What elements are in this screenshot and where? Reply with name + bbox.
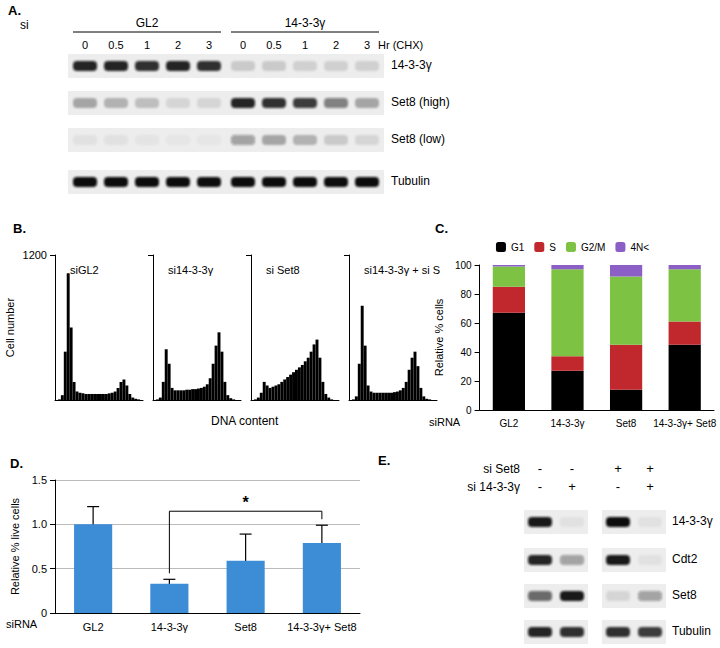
- svg-text:40: 40: [460, 347, 472, 358]
- svg-text:Hr (CHX): Hr (CHX): [378, 39, 423, 51]
- svg-text:14-3-3γ: 14-3-3γ: [672, 514, 713, 528]
- svg-text:S: S: [549, 242, 556, 253]
- svg-text:0.5: 0.5: [108, 39, 123, 51]
- svg-text:+: +: [614, 461, 622, 476]
- svg-text:G1: G1: [511, 242, 525, 253]
- svg-text:G2/M: G2/M: [581, 242, 605, 253]
- svg-text:80: 80: [460, 289, 472, 300]
- svg-text:0.5: 0.5: [32, 563, 47, 575]
- svg-text:*: *: [243, 494, 250, 511]
- svg-text:1200: 1200: [23, 249, 47, 261]
- svg-text:1: 1: [302, 39, 308, 51]
- svg-text:A.: A.: [8, 3, 21, 18]
- svg-text:Tubulin: Tubulin: [672, 624, 711, 638]
- svg-text:Set8: Set8: [672, 588, 697, 602]
- svg-text:si14-3-3γ + si Set8: si14-3-3γ + si Set8: [364, 264, 440, 276]
- svg-text:14-3-3γ: 14-3-3γ: [151, 621, 189, 633]
- svg-text:2: 2: [175, 39, 181, 51]
- svg-text:3: 3: [206, 39, 212, 51]
- svg-text:B.: B.: [13, 221, 26, 236]
- svg-text:-: -: [570, 461, 574, 476]
- svg-text:Cdt2: Cdt2: [672, 552, 698, 566]
- svg-text:100: 100: [455, 260, 472, 271]
- svg-text:si: si: [20, 18, 29, 32]
- svg-text:siRNA: siRNA: [429, 416, 461, 428]
- svg-text:1.5: 1.5: [32, 474, 47, 486]
- svg-text:0: 0: [41, 607, 47, 619]
- svg-text:GL2: GL2: [136, 16, 159, 30]
- svg-text:+: +: [568, 479, 576, 494]
- svg-text:Relative % cells: Relative % cells: [433, 298, 445, 376]
- svg-text:1: 1: [144, 39, 150, 51]
- svg-text:0: 0: [82, 39, 88, 51]
- svg-text:4N<: 4N<: [630, 242, 649, 253]
- svg-text:14-3-3γ: 14-3-3γ: [285, 16, 326, 30]
- svg-text:0: 0: [466, 405, 472, 416]
- svg-text:GL2: GL2: [499, 418, 518, 429]
- svg-text:D.: D.: [10, 456, 23, 471]
- svg-text:14-3-3γ: 14-3-3γ: [391, 58, 432, 72]
- svg-text:3: 3: [364, 39, 370, 51]
- svg-text:2: 2: [333, 39, 339, 51]
- svg-text:14-3-3γ+ Set8: 14-3-3γ+ Set8: [653, 418, 717, 429]
- svg-text:siRNA: siRNA: [6, 618, 38, 630]
- svg-text:-: -: [538, 461, 542, 476]
- svg-text:Set8 (high): Set8 (high): [391, 95, 450, 109]
- svg-text:Set8: Set8: [616, 418, 637, 429]
- svg-text:si 14-3-3γ: si 14-3-3γ: [467, 480, 520, 494]
- svg-text:siGL2: siGL2: [70, 264, 99, 276]
- svg-text:+: +: [646, 461, 654, 476]
- svg-text:0.5: 0.5: [266, 39, 281, 51]
- svg-text:si Set8: si Set8: [266, 264, 300, 276]
- svg-text:-: -: [616, 479, 620, 494]
- svg-text:0: 0: [240, 39, 246, 51]
- svg-text:Tubulin: Tubulin: [391, 174, 430, 188]
- svg-text:C.: C.: [435, 221, 448, 236]
- svg-text:si Set8: si Set8: [483, 462, 520, 476]
- svg-text:GL2: GL2: [83, 621, 104, 633]
- svg-text:1.0: 1.0: [32, 518, 47, 530]
- svg-text:Relative % live cells: Relative % live cells: [9, 497, 21, 595]
- svg-text:+: +: [646, 479, 654, 494]
- svg-text:E.: E.: [378, 453, 390, 468]
- svg-text:si14-3-3γ: si14-3-3γ: [168, 264, 214, 276]
- svg-text:20: 20: [460, 376, 472, 387]
- svg-text:Cell number: Cell number: [4, 298, 16, 358]
- svg-text:14-3-3γ: 14-3-3γ: [551, 418, 585, 429]
- svg-text:14-3-3γ+ Set8: 14-3-3γ+ Set8: [287, 621, 356, 633]
- svg-text:-: -: [538, 479, 542, 494]
- svg-text:Set8 (low): Set8 (low): [391, 132, 445, 146]
- svg-text:Set8: Set8: [234, 621, 257, 633]
- svg-text:DNA content: DNA content: [211, 414, 279, 428]
- svg-text:60: 60: [460, 318, 472, 329]
